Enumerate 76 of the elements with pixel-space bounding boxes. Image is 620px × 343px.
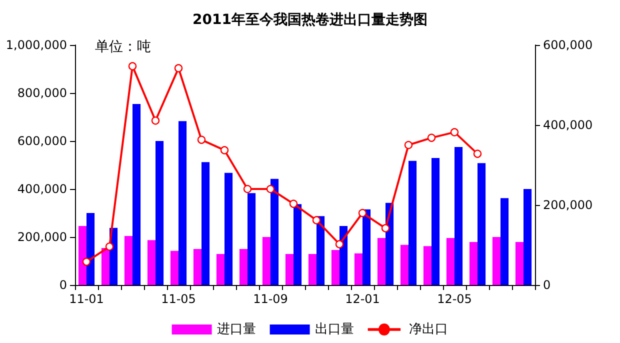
point (381, 224, 390, 232)
bar (239, 249, 248, 285)
bar (248, 193, 256, 285)
bar (308, 254, 316, 285)
bar (316, 216, 325, 285)
bar (124, 236, 132, 285)
bar (216, 254, 224, 285)
bar (354, 253, 362, 285)
y-tick-label: 800,000 (17, 86, 67, 100)
bar (469, 242, 478, 285)
point (243, 184, 252, 194)
bar (515, 242, 524, 285)
y2-tick-label: 600,000 (543, 38, 593, 52)
bar (86, 213, 95, 285)
bar (101, 248, 110, 285)
x-tick-label: 12-01 (345, 292, 380, 306)
y-tick-label: 600,000 (17, 134, 67, 148)
point (105, 242, 114, 251)
y-tick-label: 1,000,000 (6, 38, 67, 52)
bar (492, 237, 500, 285)
point (128, 62, 137, 70)
bar (178, 121, 187, 285)
bar (156, 141, 164, 285)
bar (193, 249, 202, 285)
legend-label: 进口量 (216, 322, 256, 337)
bar (202, 162, 210, 285)
bar (432, 158, 440, 285)
y-tick-label: 200,000 (17, 230, 67, 244)
annotation: 单位：吨 (95, 39, 151, 55)
y-tick-label: 0 (59, 278, 67, 292)
point (197, 136, 206, 144)
point (220, 146, 229, 154)
x-tick-label: 11-05 (161, 292, 196, 306)
legend-label: 净出口 (409, 322, 448, 337)
bar (270, 178, 279, 285)
y2-tick-label: 200,000 (543, 198, 593, 212)
bar (147, 240, 156, 285)
point (450, 128, 459, 136)
bar (408, 160, 417, 285)
bar (285, 254, 294, 285)
point (174, 64, 183, 72)
x-tick-label: 11-01 (69, 292, 104, 306)
bar (400, 244, 408, 285)
point (151, 116, 160, 125)
bar (446, 238, 454, 285)
bar (331, 250, 340, 285)
point (289, 200, 298, 208)
point (335, 240, 344, 248)
x-tick-label: 12-05 (437, 292, 472, 306)
bar (377, 238, 386, 285)
point (312, 216, 321, 224)
x-tick-label: 11-09 (253, 292, 288, 306)
bar (454, 147, 463, 285)
bar (294, 204, 302, 285)
bar (132, 104, 141, 285)
bar (78, 226, 86, 285)
legend-label: 出口量 (314, 322, 354, 337)
bar (500, 198, 509, 285)
point (473, 150, 482, 158)
bar (478, 163, 486, 285)
point (358, 208, 367, 218)
point (404, 140, 413, 150)
bar (170, 250, 178, 285)
bar (224, 172, 233, 285)
y2-tick-label: 0 (543, 278, 551, 292)
point (427, 134, 436, 142)
bar (423, 246, 432, 285)
bar (340, 226, 348, 285)
bar (362, 209, 371, 285)
y2-tick-label: 400,000 (543, 118, 593, 132)
point (266, 184, 275, 194)
bar (262, 237, 270, 285)
chart-title: 2011年至今我国热卷进出口量走势图 (192, 12, 428, 28)
y-tick-label: 400,000 (17, 182, 67, 196)
point (82, 258, 91, 266)
bar (524, 189, 532, 285)
